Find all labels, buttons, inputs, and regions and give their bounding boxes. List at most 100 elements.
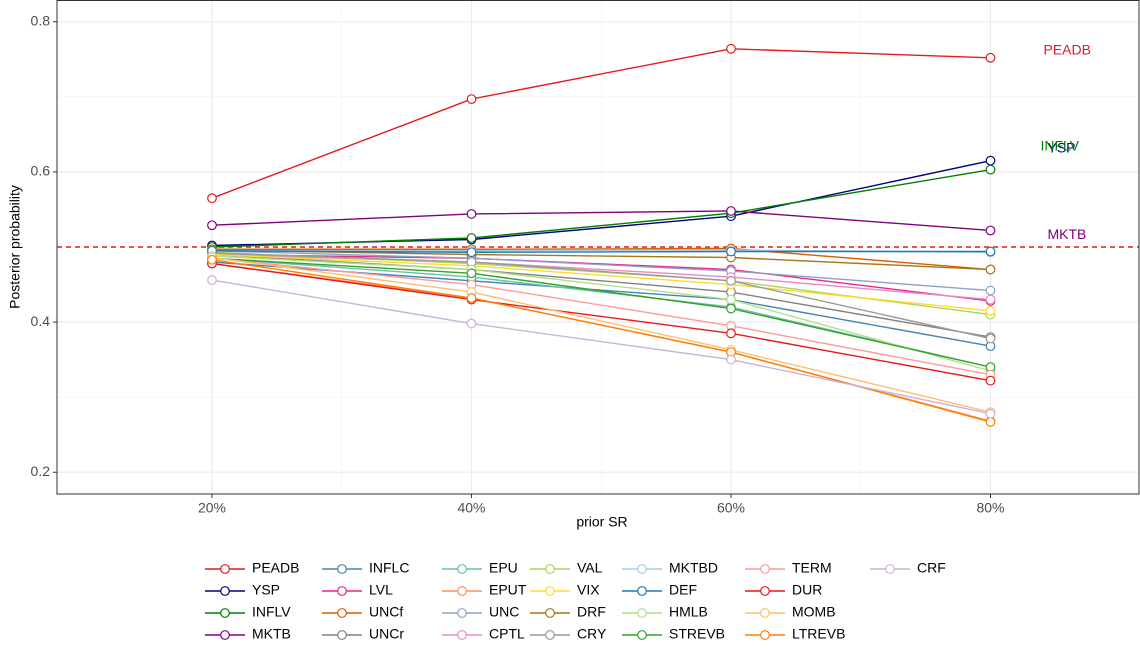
data-point — [985, 264, 996, 275]
legend-label: DEF — [669, 582, 697, 598]
legend-label: INFLV — [252, 604, 291, 620]
legend-label: INFLC — [369, 560, 409, 576]
legend-label: VAL — [577, 560, 603, 576]
x-axis-label: prior SR — [576, 514, 627, 530]
data-point — [985, 155, 996, 166]
legend-marker — [545, 630, 555, 640]
series-line — [211, 253, 991, 338]
data-point — [985, 305, 996, 316]
legend-marker — [220, 608, 230, 618]
series-line — [211, 257, 991, 376]
legend-label: MKTB — [252, 626, 291, 642]
legend-label: DRF — [577, 604, 606, 620]
legend-marker — [545, 608, 555, 618]
data-point — [985, 375, 996, 386]
data-point — [985, 333, 996, 344]
data-point — [207, 220, 217, 231]
series-line — [211, 255, 991, 372]
x-tick-label: 40% — [457, 500, 485, 516]
legend-label: MOMB — [792, 604, 836, 620]
x-tick-label: 20% — [198, 500, 226, 516]
legend-marker — [760, 630, 770, 640]
data-point — [466, 94, 477, 105]
legend-marker — [885, 564, 895, 574]
y-tick-label: 0.4 — [31, 313, 51, 329]
data-point — [466, 293, 477, 303]
legend-label: MKTBD — [669, 560, 718, 576]
legend-label: TERM — [792, 560, 832, 576]
series-line — [211, 253, 991, 302]
panel-border — [56, 0, 1140, 495]
legend-label: CPTL — [489, 626, 525, 642]
data-point — [985, 285, 996, 296]
legend-label: HMLB — [669, 604, 708, 620]
data-point — [985, 408, 996, 419]
data-point — [985, 52, 996, 63]
data-point — [726, 354, 736, 365]
legend-marker — [457, 630, 467, 640]
legend-label: CRY — [577, 626, 607, 642]
legend-label: DUR — [792, 582, 822, 598]
data-point — [985, 164, 996, 175]
legend-marker — [220, 586, 230, 596]
x-tick-label: 60% — [717, 500, 745, 516]
legend-label: UNCr — [369, 626, 404, 642]
legend-label: STREVB — [669, 626, 725, 642]
data-point — [466, 247, 477, 258]
end-label: PEADB — [1044, 42, 1091, 58]
legend-label: LVL — [369, 582, 393, 598]
legend-marker — [220, 630, 230, 640]
data-point — [726, 303, 736, 314]
series-line — [211, 256, 991, 413]
y-tick-label: 0.6 — [31, 163, 51, 179]
legend-label: LTREVB — [792, 626, 845, 642]
data-point — [466, 209, 477, 219]
series-line — [211, 168, 991, 248]
legend-marker — [337, 608, 347, 618]
legend-marker — [337, 564, 347, 574]
legend-label: UNC — [489, 604, 519, 620]
data-point — [985, 417, 996, 427]
x-tick-label: 80% — [976, 500, 1004, 516]
end-label: INFLV — [1041, 137, 1080, 153]
series-line — [211, 253, 991, 312]
data-point — [726, 43, 736, 54]
data-point — [466, 268, 477, 279]
legend-marker — [637, 564, 647, 574]
legend-marker — [220, 564, 230, 574]
series-line — [211, 279, 991, 415]
legend-marker — [637, 586, 647, 596]
y-tick-label: 0.8 — [31, 12, 51, 28]
legend-marker — [457, 586, 467, 596]
legend-marker — [760, 586, 770, 596]
series-line — [211, 250, 991, 292]
legend-label: PEADB — [252, 560, 299, 576]
series-line — [211, 257, 991, 368]
series-line — [211, 257, 991, 368]
series-line — [211, 262, 991, 382]
data-point — [726, 294, 736, 305]
series-line — [211, 250, 991, 253]
end-label: MKTB — [1048, 226, 1087, 242]
series-line — [211, 249, 991, 271]
data-point — [726, 246, 736, 257]
legend-marker — [457, 608, 467, 618]
legend-label: UNCf — [369, 604, 403, 620]
legend-label: EPUT — [489, 582, 527, 598]
y-tick-label: 0.2 — [31, 463, 51, 479]
data-point — [466, 318, 477, 329]
data-point — [207, 254, 217, 265]
data-point — [985, 246, 996, 257]
legend-label: CRF — [917, 560, 946, 576]
legend-marker — [760, 608, 770, 618]
legend-marker — [637, 630, 647, 640]
legend-marker — [337, 586, 347, 596]
series-line — [211, 48, 991, 199]
end-label: YSP — [1048, 139, 1076, 155]
series-line — [211, 252, 991, 340]
data-point — [726, 275, 736, 286]
data-point — [466, 233, 477, 243]
data-point — [985, 294, 996, 305]
legend-marker — [637, 608, 647, 618]
